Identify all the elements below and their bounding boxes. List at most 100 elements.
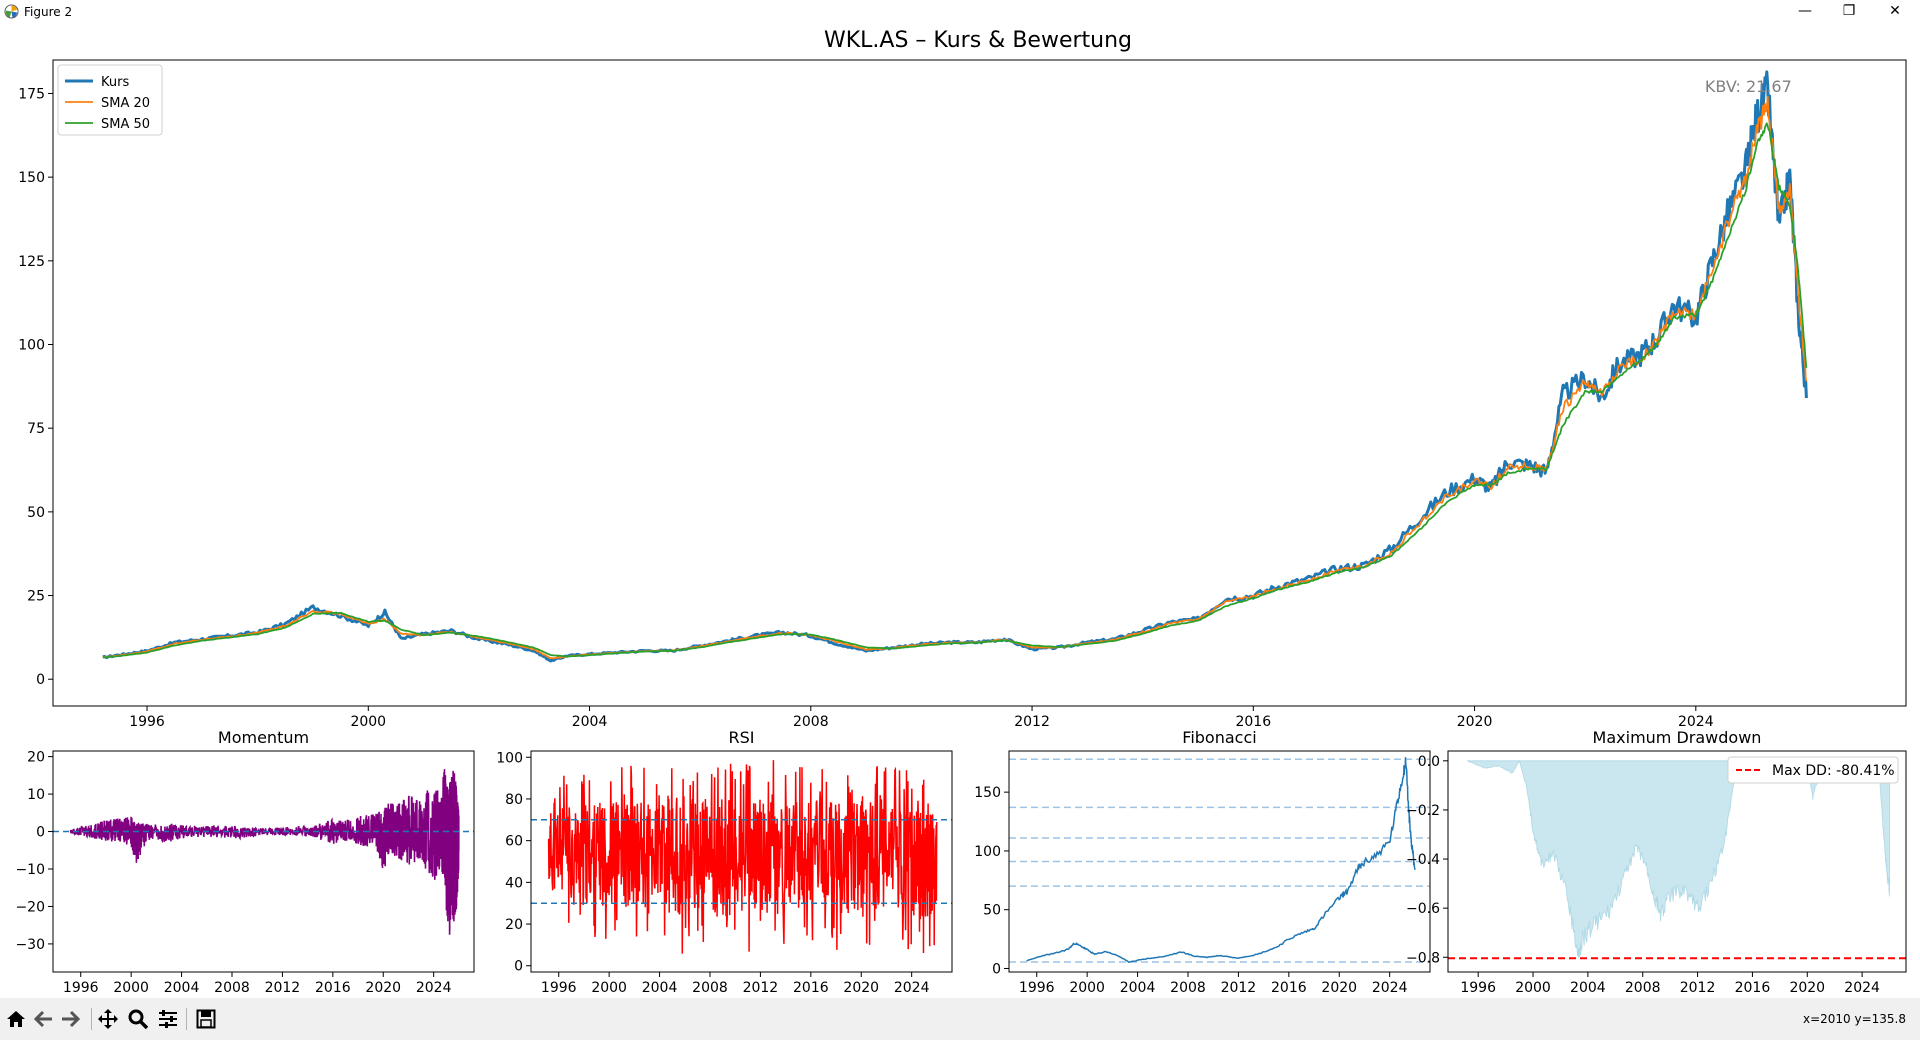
plot-area: [53, 60, 1906, 706]
x-tick-label: 2016: [1271, 980, 1307, 996]
window-title: Figure 2: [24, 5, 73, 19]
y-tick-label: 80: [505, 792, 523, 808]
home-icon[interactable]: [4, 1008, 28, 1030]
x-tick-label: 2016: [1735, 980, 1771, 996]
legend-box: [1727, 756, 1899, 784]
y-tick-label: 40: [505, 875, 523, 891]
x-tick-label: 2008: [692, 980, 728, 996]
figure-canvas[interactable]: WKL.AS – Kurs & Bewertung 1996 2000 2004 20…: [0, 24, 1920, 998]
x-tick-label: 2008: [793, 714, 829, 730]
rsi-line: [547, 760, 938, 954]
y-tick-label: 0: [36, 672, 45, 688]
y-tick-label: 20: [505, 917, 523, 933]
legend-entry-label: SMA 50: [101, 117, 150, 132]
y-tick-label: 100: [496, 750, 523, 766]
y-tick-label: 0: [36, 825, 45, 841]
series-line-sma-20: [102, 95, 1808, 660]
x-tick-label: 2024: [894, 980, 930, 996]
pan-icon[interactable]: [96, 1008, 120, 1030]
x-tick-label: 2004: [642, 980, 678, 996]
plot-area: [53, 751, 474, 972]
x-tick-label: 2020: [1457, 714, 1493, 730]
y-tick-label: 20: [27, 750, 45, 766]
x-tick-label: 2000: [1069, 980, 1105, 996]
x-tick-label: 2024: [1678, 714, 1714, 730]
axes-frame: [530, 750, 953, 973]
x-tick-label: 2000: [350, 714, 386, 730]
legend: Kurs SMA 20 SMA 50: [57, 64, 163, 136]
matplotlib-app-icon: [4, 4, 19, 19]
x-tick-label: 2020: [365, 980, 401, 996]
forward-icon[interactable]: [58, 1008, 82, 1030]
x-tick-label: 2016: [1235, 714, 1271, 730]
y-tick-label: 125: [18, 254, 45, 270]
x-tick-label: 2000: [113, 980, 149, 996]
minimize-button[interactable]: —: [1798, 3, 1812, 19]
back-icon[interactable]: [32, 1008, 56, 1030]
y-tick-label: 50: [27, 505, 45, 521]
y-tick-label: 150: [18, 170, 45, 186]
configure-subplots-icon[interactable]: [156, 1008, 180, 1030]
legend: Max DD: -80.41%: [1727, 756, 1899, 784]
y-tick-label: 100: [18, 338, 45, 354]
y-tick-label: 0: [514, 959, 523, 975]
x-tick-label: 2016: [315, 980, 351, 996]
x-tick-label: 2008: [1170, 980, 1206, 996]
axes-title: Momentum: [218, 728, 309, 747]
x-tick-label: 2008: [1625, 980, 1661, 996]
window-titlebar: Figure 2 — ❐ ✕: [0, 0, 1920, 24]
x-tick-label: 2008: [214, 980, 250, 996]
y-tick-label: 75: [27, 421, 45, 437]
navigation-toolbar: x=2010 y=135.8: [0, 998, 1920, 1040]
x-tick-label: 2020: [1321, 980, 1357, 996]
series-line-sma-50: [102, 122, 1808, 659]
momentum-axes: 1996 2000 2004 2008 2012 2016 2020 2024 −30 −20 −1…: [15, 728, 475, 996]
axes-title: Fibonacci: [1182, 728, 1256, 747]
x-tick-label: 2012: [1221, 980, 1257, 996]
y-tick-label: 0: [992, 961, 1001, 977]
legend-entry-label: Kurs: [101, 75, 129, 90]
x-tick-label: 2016: [793, 980, 829, 996]
zoom-icon[interactable]: [126, 1008, 150, 1030]
y-tick-label: −0.4: [1406, 852, 1440, 868]
y-tick-label: 150: [974, 785, 1001, 801]
legend-entry-label: Max DD: -80.41%: [1772, 763, 1895, 779]
x-tick-label: 2012: [743, 980, 779, 996]
x-tick-label: 2012: [1680, 980, 1716, 996]
y-tick-label: 60: [505, 834, 523, 850]
axes-title: Maximum Drawdown: [1593, 728, 1762, 747]
x-tick-label: 1996: [1019, 980, 1055, 996]
axes-frame: [52, 59, 1907, 707]
x-tick-label: 2012: [265, 980, 301, 996]
axes-frame: [1447, 750, 1907, 973]
x-tick-label: 1996: [129, 714, 165, 730]
y-tick-label: 25: [27, 589, 45, 605]
x-tick-label: 2004: [164, 980, 200, 996]
y-tick-label: −30: [15, 937, 45, 953]
restore-button[interactable]: ❐: [1842, 3, 1856, 19]
y-tick-label: 175: [18, 86, 45, 102]
y-tick-label: −0.2: [1406, 803, 1440, 819]
x-tick-label: 1996: [1460, 980, 1496, 996]
x-tick-label: 1996: [63, 980, 99, 996]
close-button[interactable]: ✕: [1889, 3, 1901, 19]
kbv-annotation: KBV: 21.67: [1705, 77, 1792, 96]
y-tick-label: 0.0: [1418, 754, 1440, 770]
x-tick-label: 1996: [541, 980, 577, 996]
y-tick-label: 100: [974, 844, 1001, 860]
y-tick-label: −0.6: [1406, 901, 1440, 917]
y-tick-label: 50: [983, 903, 1001, 919]
x-tick-label: 2024: [1372, 980, 1408, 996]
fibonacci-price-line: [1026, 757, 1416, 964]
x-tick-label: 2024: [1844, 980, 1880, 996]
figure-suptitle: WKL.AS – Kurs & Bewertung: [824, 28, 1132, 53]
axes-frame: [52, 750, 475, 973]
y-tick-label: 10: [27, 787, 45, 803]
save-icon[interactable]: [194, 1008, 218, 1030]
drawdown-axes: 1996 2000 2004 2008 2012 2016 2020 2024 0.0 −0.2 −…: [1406, 728, 1907, 996]
y-tick-label: −20: [15, 899, 45, 915]
y-tick-label: −10: [15, 862, 45, 878]
rsi-axes: 1996 2000 2004 2008 2012 2016 2020 2024 0 20 40 60 8…: [496, 728, 953, 996]
x-tick-label: 2004: [572, 714, 608, 730]
x-tick-label: 2004: [1120, 980, 1156, 996]
